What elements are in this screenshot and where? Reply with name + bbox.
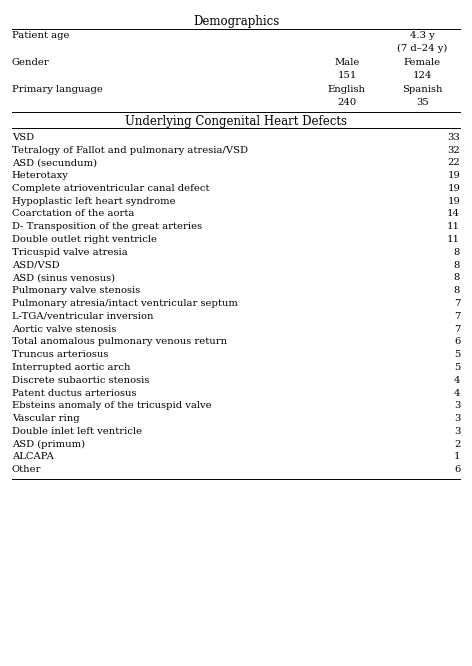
Text: Gender: Gender bbox=[12, 58, 50, 67]
Text: 7: 7 bbox=[454, 312, 460, 321]
Text: 4: 4 bbox=[454, 376, 460, 385]
Text: Tricuspid valve atresia: Tricuspid valve atresia bbox=[12, 248, 127, 257]
Text: ASD/VSD: ASD/VSD bbox=[12, 260, 59, 270]
Text: 8: 8 bbox=[454, 286, 460, 295]
Text: 11: 11 bbox=[447, 222, 460, 231]
Text: Complete atrioventricular canal defect: Complete atrioventricular canal defect bbox=[12, 184, 209, 193]
Text: ASD (sinus venosus): ASD (sinus venosus) bbox=[12, 274, 115, 282]
Text: 240: 240 bbox=[337, 97, 356, 107]
Text: 19: 19 bbox=[447, 171, 460, 180]
Text: ALCAPA: ALCAPA bbox=[12, 452, 54, 462]
Text: 4: 4 bbox=[454, 388, 460, 398]
Text: Pulmonary atresia/intact ventricular septum: Pulmonary atresia/intact ventricular sep… bbox=[12, 299, 238, 308]
Text: Demographics: Demographics bbox=[193, 15, 279, 28]
Text: Underlying Congenital Heart Defects: Underlying Congenital Heart Defects bbox=[125, 115, 347, 128]
Text: VSD: VSD bbox=[12, 133, 34, 142]
Text: Spanish: Spanish bbox=[402, 85, 443, 93]
Text: Double inlet left ventricle: Double inlet left ventricle bbox=[12, 427, 142, 436]
Text: L-TGA/ventricular inversion: L-TGA/ventricular inversion bbox=[12, 312, 153, 321]
Text: 7: 7 bbox=[454, 299, 460, 308]
Text: 6: 6 bbox=[454, 338, 460, 346]
Text: English: English bbox=[328, 85, 366, 93]
Text: 22: 22 bbox=[447, 159, 460, 167]
Text: Aortic valve stenosis: Aortic valve stenosis bbox=[12, 324, 116, 334]
Text: 7: 7 bbox=[454, 324, 460, 334]
Text: Primary language: Primary language bbox=[12, 85, 103, 93]
Text: ASD (primum): ASD (primum) bbox=[12, 440, 85, 449]
Text: 6: 6 bbox=[454, 466, 460, 474]
Text: 35: 35 bbox=[416, 97, 429, 107]
Text: 8: 8 bbox=[454, 248, 460, 257]
Text: Heterotaxy: Heterotaxy bbox=[12, 171, 68, 180]
Text: 8: 8 bbox=[454, 260, 460, 270]
Text: Pulmonary valve stenosis: Pulmonary valve stenosis bbox=[12, 286, 140, 295]
Text: Discrete subaortic stenosis: Discrete subaortic stenosis bbox=[12, 376, 149, 385]
Text: Total anomalous pulmonary venous return: Total anomalous pulmonary venous return bbox=[12, 338, 227, 346]
Text: 1: 1 bbox=[454, 452, 460, 462]
Text: 8: 8 bbox=[454, 274, 460, 282]
Text: ASD (secundum): ASD (secundum) bbox=[12, 159, 97, 167]
Text: Coarctation of the aorta: Coarctation of the aorta bbox=[12, 210, 134, 218]
Text: 19: 19 bbox=[447, 196, 460, 206]
Text: Hypoplastic left heart syndrome: Hypoplastic left heart syndrome bbox=[12, 196, 176, 206]
Text: 3: 3 bbox=[454, 414, 460, 423]
Text: 19: 19 bbox=[447, 184, 460, 193]
Text: Double outlet right ventricle: Double outlet right ventricle bbox=[12, 235, 157, 244]
Text: 33: 33 bbox=[447, 133, 460, 142]
Text: Patent ductus arteriosus: Patent ductus arteriosus bbox=[12, 388, 136, 398]
Text: Female: Female bbox=[404, 58, 441, 67]
Text: Vascular ring: Vascular ring bbox=[12, 414, 79, 423]
Text: Other: Other bbox=[12, 466, 42, 474]
Text: Tetralogy of Fallot and pulmonary atresia/VSD: Tetralogy of Fallot and pulmonary atresi… bbox=[12, 146, 248, 155]
Text: Ebsteins anomaly of the tricuspid valve: Ebsteins anomaly of the tricuspid valve bbox=[12, 402, 211, 410]
Text: 124: 124 bbox=[413, 71, 432, 80]
Text: 4.3 y: 4.3 y bbox=[410, 31, 435, 40]
Text: 3: 3 bbox=[454, 402, 460, 410]
Text: (7 d–24 y): (7 d–24 y) bbox=[397, 44, 447, 53]
Text: 14: 14 bbox=[447, 210, 460, 218]
Text: 5: 5 bbox=[454, 350, 460, 359]
Text: Interrupted aortic arch: Interrupted aortic arch bbox=[12, 363, 130, 372]
Text: D- Transposition of the great arteries: D- Transposition of the great arteries bbox=[12, 222, 202, 231]
Text: 3: 3 bbox=[454, 427, 460, 436]
Text: 2: 2 bbox=[454, 440, 460, 449]
Text: Patient age: Patient age bbox=[12, 31, 69, 40]
Text: 32: 32 bbox=[447, 146, 460, 155]
Text: Truncus arteriosus: Truncus arteriosus bbox=[12, 350, 108, 359]
Text: Male: Male bbox=[334, 58, 360, 67]
Text: 5: 5 bbox=[454, 363, 460, 372]
Text: 11: 11 bbox=[447, 235, 460, 244]
Text: 151: 151 bbox=[337, 71, 357, 80]
